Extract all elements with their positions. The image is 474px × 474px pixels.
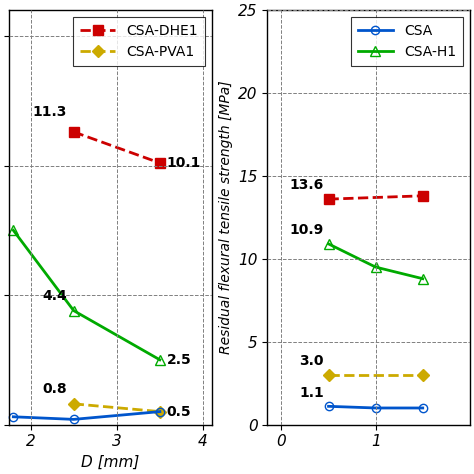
CSA-H1 — [420, 276, 426, 282]
CSA-H1 — [373, 264, 378, 270]
Y-axis label: Residual flexural tensile strength [MPa]: Residual flexural tensile strength [MPa] — [219, 81, 233, 354]
CSA-H1 — [71, 308, 76, 313]
Text: 10.1: 10.1 — [167, 156, 201, 170]
Text: 13.6: 13.6 — [290, 179, 324, 192]
CSA — [10, 414, 16, 419]
CSA-PVA1 — [326, 372, 331, 378]
CSA-DHE1 — [420, 193, 426, 199]
Line: CSA: CSA — [9, 408, 164, 424]
Line: CSA-DHE1: CSA-DHE1 — [324, 191, 428, 204]
CSA — [71, 417, 76, 422]
Text: 11.3: 11.3 — [32, 105, 67, 119]
Legend: CSA, CSA-H1: CSA, CSA-H1 — [351, 17, 463, 66]
Line: CSA-DHE1: CSA-DHE1 — [69, 127, 165, 168]
CSA-DHE1 — [157, 160, 163, 166]
Legend: CSA-DHE1, CSA-PVA1: CSA-DHE1, CSA-PVA1 — [73, 17, 205, 66]
CSA — [326, 403, 331, 409]
CSA-DHE1 — [71, 129, 76, 135]
CSA-H1 — [10, 228, 16, 233]
CSA — [157, 409, 163, 414]
CSA-H1 — [326, 241, 331, 247]
Text: 10.9: 10.9 — [290, 223, 324, 237]
Line: CSA-PVA1: CSA-PVA1 — [324, 371, 427, 379]
Text: 0.8: 0.8 — [42, 382, 67, 396]
CSA-PVA1 — [71, 401, 76, 407]
X-axis label: D [mm]: D [mm] — [81, 455, 139, 470]
Line: CSA-H1: CSA-H1 — [324, 239, 428, 283]
CSA-H1 — [157, 357, 163, 363]
Text: 0.5: 0.5 — [167, 405, 191, 419]
Line: CSA-H1: CSA-H1 — [9, 226, 165, 365]
CSA-PVA1 — [420, 372, 426, 378]
Line: CSA-PVA1: CSA-PVA1 — [70, 400, 164, 416]
Text: 3.0: 3.0 — [299, 354, 324, 368]
CSA — [373, 405, 378, 411]
Text: 4.4: 4.4 — [42, 289, 67, 303]
Text: 1.1: 1.1 — [299, 386, 324, 400]
Text: 2.5: 2.5 — [167, 353, 191, 367]
CSA-PVA1 — [157, 409, 163, 414]
CSA — [420, 405, 426, 411]
Line: CSA: CSA — [324, 402, 427, 412]
CSA-DHE1 — [326, 196, 331, 202]
